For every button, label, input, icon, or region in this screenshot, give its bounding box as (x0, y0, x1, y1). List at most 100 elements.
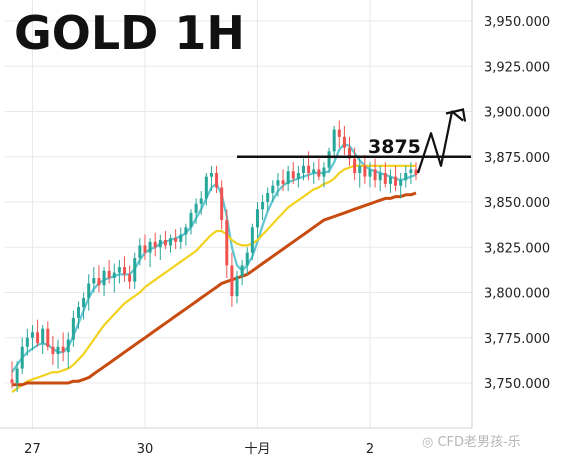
resistance-label: 3875 (368, 136, 421, 158)
candle-body (394, 176, 398, 186)
candle-body (102, 270, 106, 286)
projection-path (416, 110, 464, 174)
candle-body (235, 276, 239, 297)
candle-body (10, 379, 14, 383)
x-tick-label: 2 (366, 442, 374, 457)
candle-body (276, 180, 280, 186)
candle-body (414, 169, 418, 175)
candle-body (353, 158, 357, 174)
candle-body (199, 198, 203, 204)
candle-body (220, 187, 224, 221)
x-axis: 27 30 十月 2 (24, 442, 374, 457)
candle-body (225, 220, 229, 266)
candle-body (312, 169, 316, 174)
candle-body (46, 328, 50, 347)
candle-body (87, 283, 91, 298)
y-tick-label: 3,875.000 (484, 151, 550, 166)
candle-body (230, 265, 234, 297)
candle-body (404, 173, 408, 181)
candle-body (184, 227, 188, 235)
candle-body (179, 234, 183, 242)
candle-body (92, 278, 96, 284)
candle-body (332, 129, 336, 152)
candle-body (322, 167, 326, 177)
candle-body (363, 165, 367, 177)
candle-body (158, 240, 162, 248)
moving-averages (11, 143, 417, 393)
candle-body (240, 265, 244, 277)
candle-body (342, 136, 346, 148)
y-tick-label: 3,850.000 (484, 196, 550, 211)
candle-body (153, 241, 157, 248)
candle-body (399, 180, 403, 186)
x-tick-label: 27 (24, 442, 41, 457)
candle-body (209, 173, 213, 177)
candle-body (358, 165, 362, 174)
y-tick-label: 3,900.000 (484, 106, 550, 121)
candle-body (255, 209, 259, 228)
watermark-text: CFD老男孩-乐 (437, 435, 521, 450)
candle-body (174, 238, 178, 242)
moving-average-line (11, 164, 416, 393)
chart-title: GOLD 1H (14, 6, 245, 60)
projection-arrowhead (445, 108, 467, 122)
candle-body (148, 241, 152, 253)
candle-body (348, 147, 352, 159)
candle-body (107, 270, 111, 279)
candle-body (271, 185, 275, 193)
candle-body (368, 169, 372, 177)
candle-body (15, 368, 19, 383)
candle-body (317, 169, 321, 177)
y-tick-label: 3,800.000 (484, 287, 550, 302)
candle-body (133, 258, 137, 282)
candle-body (301, 165, 305, 174)
candle-body (215, 173, 219, 188)
y-tick-label: 3,950.000 (484, 15, 550, 30)
grid (0, 0, 473, 429)
moving-average-line (11, 143, 417, 373)
candle-body (337, 129, 341, 137)
y-tick-label: 3,925.000 (484, 60, 550, 75)
watermark: ◎ CFD老男孩-乐 (422, 435, 521, 450)
candle-body (112, 272, 116, 279)
candle-body (30, 332, 34, 338)
candles (10, 120, 418, 393)
candle-body (189, 212, 193, 228)
y-axis: 3,950.000 3,925.000 3,900.000 3,875.000 3,85… (484, 15, 550, 392)
candle-body (36, 332, 40, 344)
x-tick-label: 30 (137, 442, 154, 457)
candle-body (123, 267, 127, 275)
candle-body (204, 176, 208, 199)
candle-body (291, 171, 295, 179)
candle-body (245, 252, 249, 266)
candle-body (383, 173, 387, 184)
candle-body (117, 267, 121, 273)
candle-body (286, 171, 290, 184)
candle-body (261, 202, 265, 210)
candle-body (56, 346, 60, 355)
annotations: 3875 (237, 108, 471, 174)
candle-body (266, 192, 270, 202)
candle-body (20, 346, 24, 369)
candle-body (194, 203, 198, 213)
candle-body (281, 180, 285, 184)
y-tick-label: 3,825.000 (484, 241, 550, 256)
y-tick-label: 3,750.000 (484, 377, 550, 392)
candle-body (61, 346, 65, 353)
moving-average-line (12, 191, 417, 387)
candle-body (71, 317, 75, 340)
candle-body (388, 176, 392, 184)
x-tick-label: 十月 (244, 442, 270, 457)
candle-body (409, 169, 413, 174)
y-tick-label: 3,775.000 (484, 332, 550, 347)
candle-body (82, 297, 86, 307)
candle-body (128, 274, 132, 282)
candle-body (41, 328, 45, 344)
candle-body (138, 245, 142, 259)
candle-body (296, 173, 300, 179)
candle-body (66, 339, 70, 353)
candle-body (327, 151, 331, 168)
candle-body (169, 238, 173, 246)
